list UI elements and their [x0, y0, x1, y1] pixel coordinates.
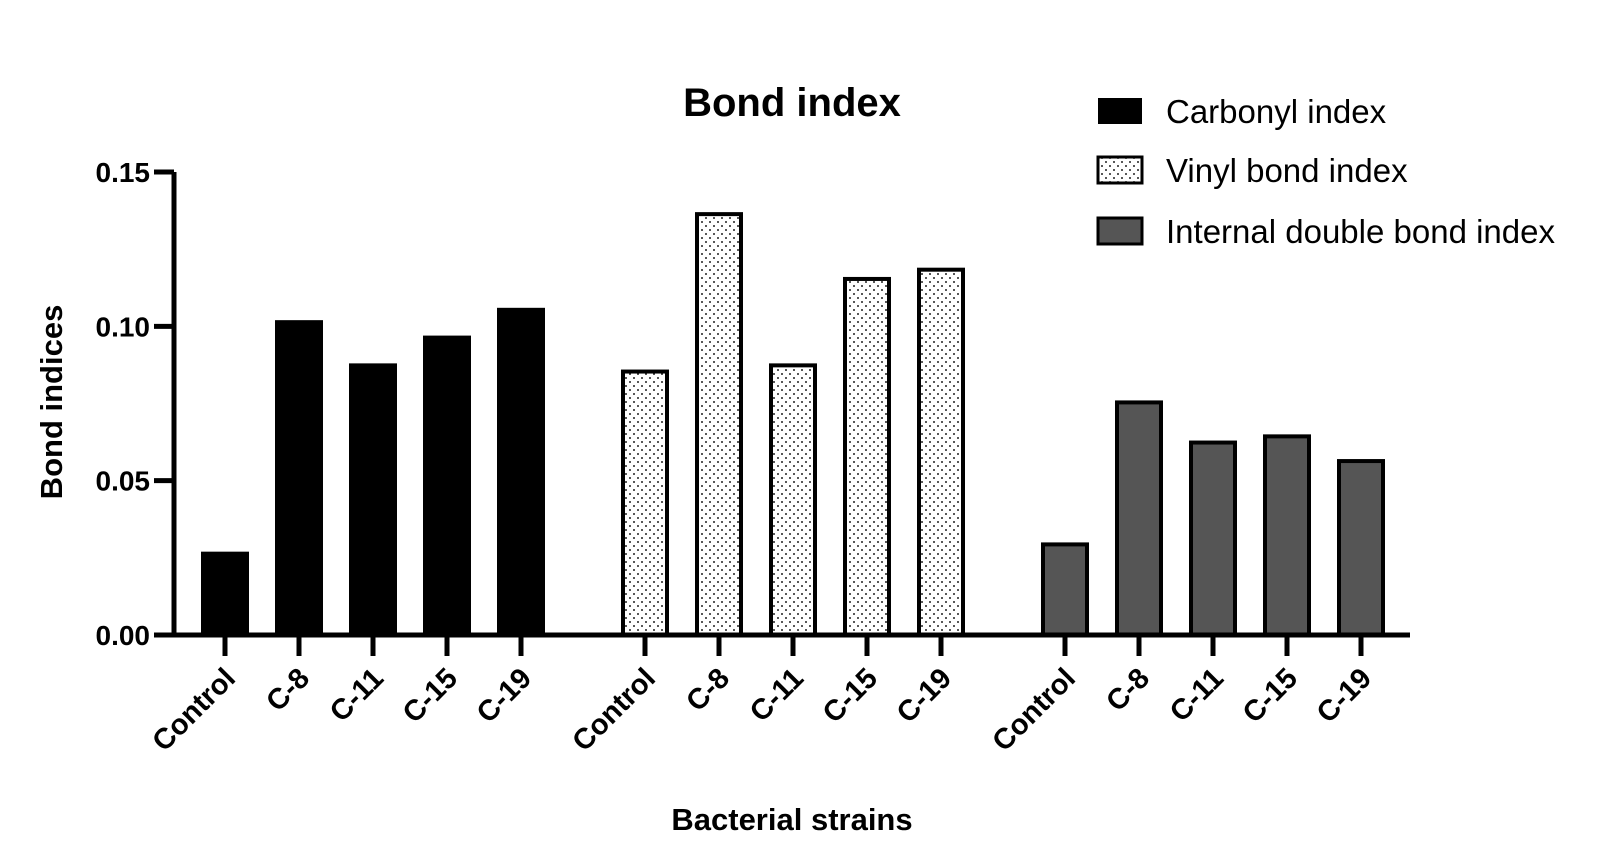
bar-series1-c-19	[917, 267, 965, 637]
x-tick-label: C-15	[397, 662, 464, 729]
legend: Carbonyl index Vinyl bond index Internal d…	[1096, 93, 1555, 250]
legend-swatch	[1098, 98, 1142, 124]
bar-series0-c-11	[349, 363, 397, 635]
x-tick-label: C-11	[1164, 662, 1230, 728]
x-tick-label: C-19	[891, 662, 958, 729]
y-tick-label: 0.15	[96, 157, 151, 188]
bar-series0-c-8	[275, 320, 323, 635]
legend-label: Internal double bond index	[1166, 213, 1555, 250]
y-tick-label: 0.05	[96, 466, 151, 497]
y-axis-ticks-group: 0.00 0.05 0.10 0.15	[96, 157, 174, 651]
bar-series2-c-11	[1189, 440, 1237, 638]
bar-series2-c-15	[1263, 434, 1311, 637]
legend-swatch	[1096, 216, 1144, 246]
bar-series1-c-8	[695, 212, 743, 637]
category-labels-group: Control C-8 C-11 C-15 C-19 Control C-8 C-11 C-15…	[146, 635, 1378, 758]
x-tick-label: C-19	[471, 662, 538, 729]
chart-title: Bond index	[683, 81, 901, 125]
x-tick-label: Control	[986, 662, 1082, 758]
bar-series1-c-11	[769, 363, 817, 637]
bar-series1-control	[621, 369, 669, 637]
bar-series2-c-8	[1115, 400, 1163, 637]
bar-series2-control	[1041, 542, 1089, 638]
y-tick-label: 0.10	[96, 311, 151, 342]
x-tick-label: C-19	[1311, 662, 1378, 729]
bar-series0-c-19	[497, 307, 545, 635]
bar-series1-c-15	[843, 276, 891, 637]
bar-series0-c-15	[423, 335, 471, 635]
x-tick-label: C-15	[817, 662, 884, 729]
y-tick-label: 0.00	[96, 620, 151, 651]
x-tick-label: Control	[566, 662, 662, 758]
x-tick-label: C-8	[1100, 662, 1156, 718]
y-axis-title: Bond indices	[34, 305, 69, 500]
bar-series2-c-19	[1337, 459, 1385, 637]
x-tick-label: Control	[146, 662, 242, 758]
x-tick-label: C-15	[1237, 662, 1304, 729]
x-tick-label: C-11	[324, 662, 390, 728]
bar-series0-control	[201, 551, 249, 635]
bars-group	[201, 212, 1385, 638]
x-tick-label: C-11	[744, 662, 810, 728]
legend-label: Carbonyl index	[1166, 93, 1387, 130]
x-axis-title: Bacterial strains	[671, 802, 912, 837]
x-tick-label: C-8	[260, 662, 316, 718]
legend-swatch	[1096, 155, 1144, 185]
x-tick-label: C-8	[680, 662, 736, 718]
legend-label: Vinyl bond index	[1166, 152, 1408, 189]
